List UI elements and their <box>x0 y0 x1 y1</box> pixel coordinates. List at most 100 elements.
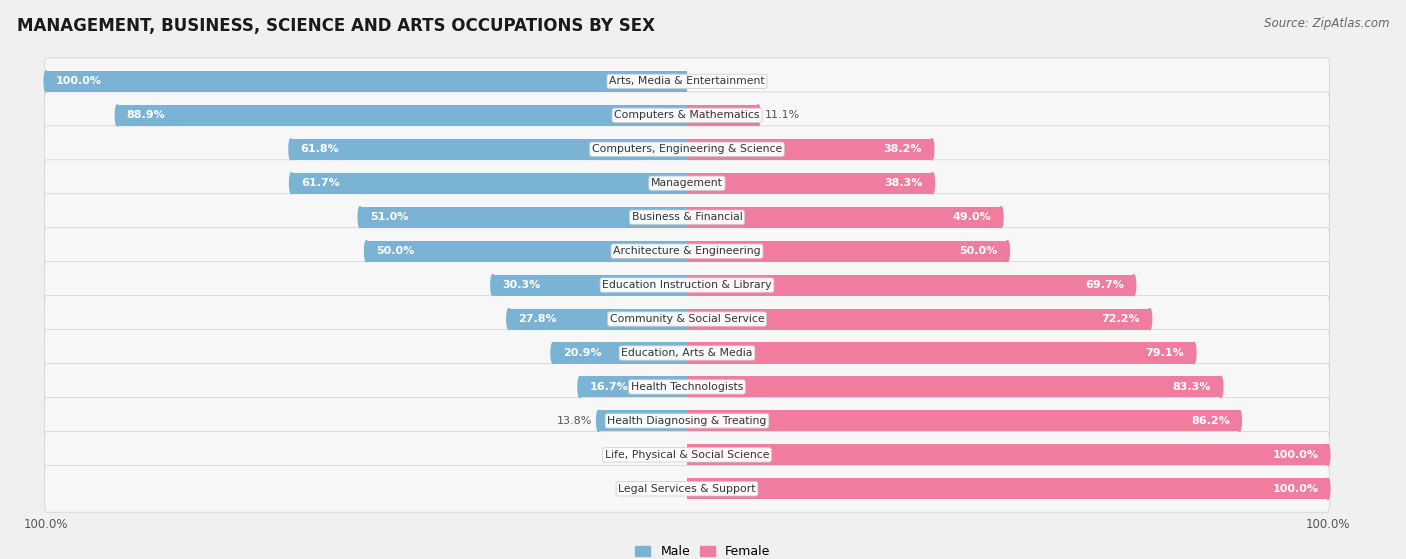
Text: 61.8%: 61.8% <box>301 144 339 154</box>
Text: 13.8%: 13.8% <box>557 416 592 426</box>
Bar <box>688 139 932 160</box>
Text: Business & Financial: Business & Financial <box>631 212 742 222</box>
Text: 11.1%: 11.1% <box>765 110 800 120</box>
Text: Health Technologists: Health Technologists <box>631 382 744 392</box>
FancyBboxPatch shape <box>45 397 1330 444</box>
Text: 79.1%: 79.1% <box>1146 348 1184 358</box>
Bar <box>688 105 758 126</box>
Bar <box>46 71 688 92</box>
Bar <box>688 207 1001 228</box>
Circle shape <box>578 376 582 397</box>
Text: Education Instruction & Library: Education Instruction & Library <box>602 280 772 290</box>
Bar <box>291 173 688 194</box>
FancyBboxPatch shape <box>45 262 1330 309</box>
Bar <box>688 343 1194 363</box>
Bar <box>291 139 688 160</box>
Text: Community & Social Service: Community & Social Service <box>610 314 765 324</box>
Text: MANAGEMENT, BUSINESS, SCIENCE AND ARTS OCCUPATIONS BY SEX: MANAGEMENT, BUSINESS, SCIENCE AND ARTS O… <box>17 17 655 35</box>
Text: 61.7%: 61.7% <box>301 178 340 188</box>
Circle shape <box>115 105 120 126</box>
Text: 86.2%: 86.2% <box>1191 416 1230 426</box>
Circle shape <box>1326 479 1330 499</box>
Bar <box>367 240 688 262</box>
Text: Arts, Media & Entertainment: Arts, Media & Entertainment <box>609 77 765 87</box>
Bar <box>117 105 688 126</box>
Circle shape <box>1005 240 1010 262</box>
Text: 38.2%: 38.2% <box>884 144 922 154</box>
FancyBboxPatch shape <box>45 466 1330 512</box>
Text: Management: Management <box>651 178 723 188</box>
FancyBboxPatch shape <box>45 363 1330 410</box>
Circle shape <box>44 71 48 92</box>
Text: 38.3%: 38.3% <box>884 178 922 188</box>
FancyBboxPatch shape <box>45 296 1330 343</box>
Text: Computers, Engineering & Science: Computers, Engineering & Science <box>592 144 782 154</box>
Circle shape <box>1326 444 1330 466</box>
Bar <box>553 343 688 363</box>
Text: 72.2%: 72.2% <box>1101 314 1140 324</box>
Bar <box>688 240 1008 262</box>
Bar <box>509 309 688 330</box>
FancyBboxPatch shape <box>45 92 1330 139</box>
Circle shape <box>931 173 935 194</box>
Text: Legal Services & Support: Legal Services & Support <box>619 484 756 494</box>
Circle shape <box>1237 410 1241 432</box>
FancyBboxPatch shape <box>45 194 1330 240</box>
Circle shape <box>364 240 368 262</box>
Circle shape <box>551 343 555 363</box>
Text: 20.9%: 20.9% <box>562 348 602 358</box>
FancyBboxPatch shape <box>45 58 1330 105</box>
Circle shape <box>929 139 934 160</box>
Circle shape <box>359 207 363 228</box>
Text: Health Diagnosing & Treating: Health Diagnosing & Treating <box>607 416 766 426</box>
Circle shape <box>288 139 292 160</box>
Text: 0.0%: 0.0% <box>693 77 721 87</box>
Text: Life, Physical & Social Science: Life, Physical & Social Science <box>605 450 769 460</box>
Bar <box>688 274 1133 296</box>
Text: 83.3%: 83.3% <box>1173 382 1211 392</box>
Text: 100.0%: 100.0% <box>1272 484 1319 494</box>
Text: 0.0%: 0.0% <box>652 450 681 460</box>
Circle shape <box>506 309 510 330</box>
Bar <box>579 376 688 397</box>
Text: 88.9%: 88.9% <box>127 110 166 120</box>
Bar <box>688 309 1150 330</box>
Bar <box>688 479 1327 499</box>
Circle shape <box>1192 343 1197 363</box>
Bar <box>688 410 1240 432</box>
Text: Computers & Mathematics: Computers & Mathematics <box>614 110 759 120</box>
Circle shape <box>1219 376 1223 397</box>
Text: 50.0%: 50.0% <box>377 246 415 256</box>
Circle shape <box>1000 207 1002 228</box>
Circle shape <box>756 105 761 126</box>
Text: 100.0%: 100.0% <box>56 77 101 87</box>
Text: 16.7%: 16.7% <box>589 382 628 392</box>
Circle shape <box>1147 309 1152 330</box>
Bar <box>360 207 688 228</box>
Text: 69.7%: 69.7% <box>1085 280 1123 290</box>
Text: 27.8%: 27.8% <box>519 314 557 324</box>
Text: 100.0%: 100.0% <box>1272 450 1319 460</box>
FancyBboxPatch shape <box>45 228 1330 274</box>
Circle shape <box>290 173 294 194</box>
FancyBboxPatch shape <box>45 330 1330 376</box>
Bar <box>492 274 688 296</box>
Text: 50.0%: 50.0% <box>959 246 998 256</box>
Bar <box>688 173 932 194</box>
Circle shape <box>1132 274 1136 296</box>
Legend: Male, Female: Male, Female <box>630 540 776 559</box>
Text: Architecture & Engineering: Architecture & Engineering <box>613 246 761 256</box>
Text: 49.0%: 49.0% <box>953 212 991 222</box>
FancyBboxPatch shape <box>45 160 1330 207</box>
Bar <box>688 376 1220 397</box>
Text: Education, Arts & Media: Education, Arts & Media <box>621 348 752 358</box>
Circle shape <box>596 410 600 432</box>
FancyBboxPatch shape <box>45 432 1330 479</box>
Bar <box>599 410 688 432</box>
Text: 51.0%: 51.0% <box>370 212 408 222</box>
Text: Source: ZipAtlas.com: Source: ZipAtlas.com <box>1264 17 1389 30</box>
Text: 30.3%: 30.3% <box>502 280 541 290</box>
Circle shape <box>491 274 495 296</box>
Text: 0.0%: 0.0% <box>652 484 681 494</box>
Bar <box>688 444 1327 466</box>
